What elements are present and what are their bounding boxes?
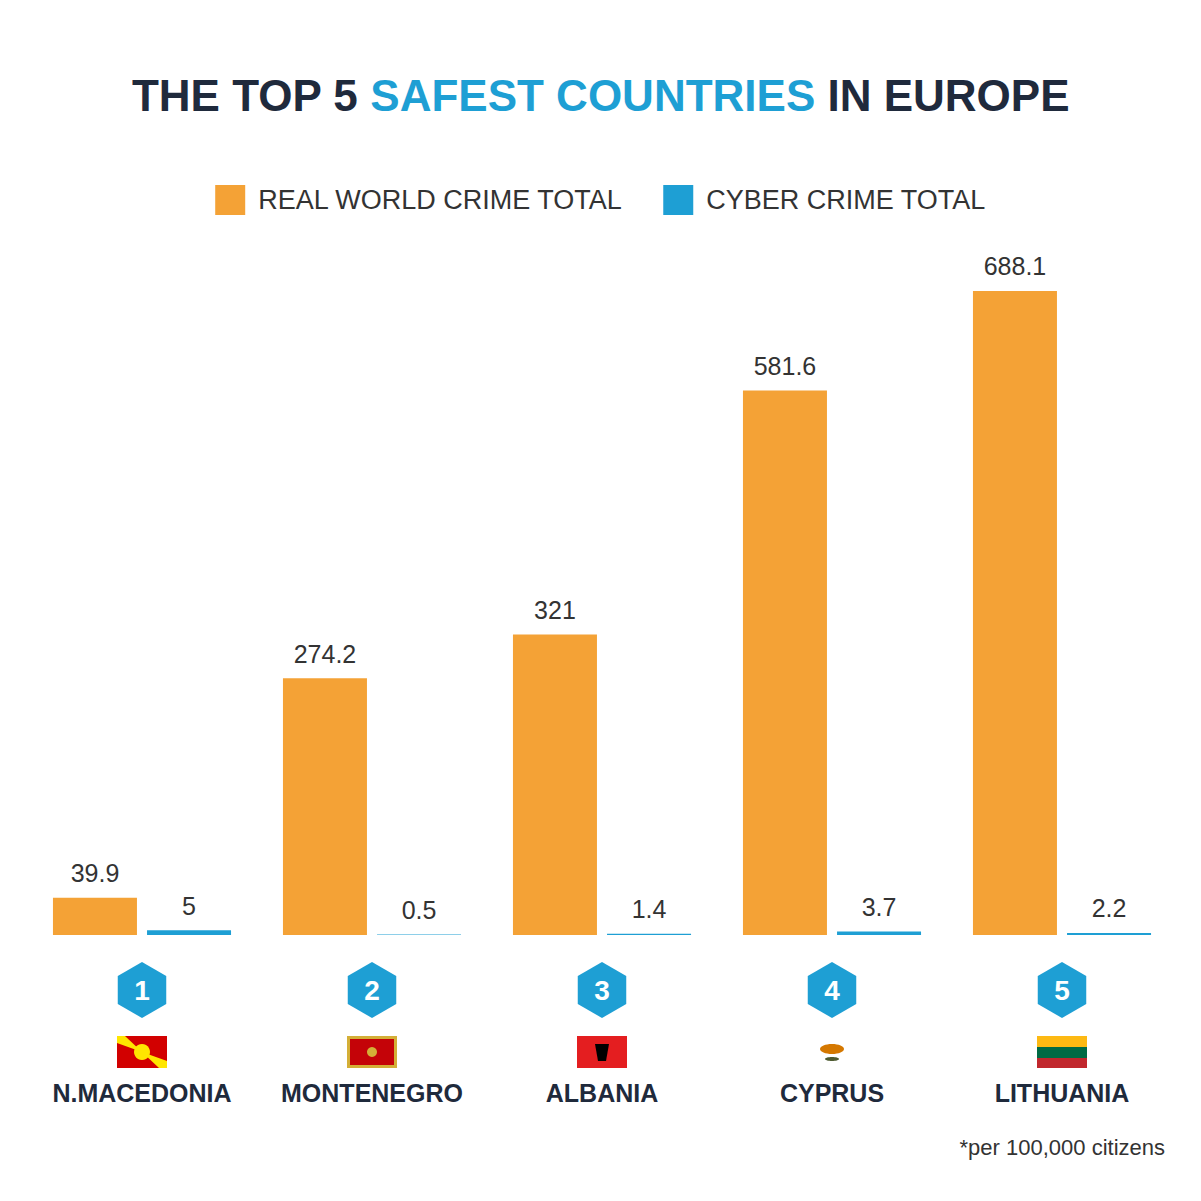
- svg-text:0.5: 0.5: [402, 896, 437, 924]
- svg-text:CYPRUS: CYPRUS: [780, 1079, 884, 1107]
- svg-text:N.MACEDONIA: N.MACEDONIA: [52, 1079, 231, 1107]
- svg-text:3: 3: [594, 975, 610, 1006]
- svg-text:321: 321: [534, 596, 576, 624]
- svg-text:1.4: 1.4: [632, 895, 667, 923]
- svg-text:LITHUANIA: LITHUANIA: [995, 1079, 1130, 1107]
- svg-text:274.2: 274.2: [294, 640, 357, 668]
- svg-text:SAFEST COUNTRIES: SAFEST COUNTRIES: [370, 71, 815, 120]
- svg-text:688.1: 688.1: [984, 252, 1047, 280]
- svg-text:*per 100,000 citizens: *per 100,000 citizens: [960, 1135, 1165, 1160]
- svg-text:REAL WORLD CRIME TOTAL: REAL WORLD CRIME TOTAL: [258, 185, 622, 215]
- svg-text:1: 1: [134, 975, 150, 1006]
- svg-text:2: 2: [364, 975, 380, 1006]
- svg-text:3.7: 3.7: [862, 893, 897, 921]
- svg-text:5: 5: [182, 892, 196, 920]
- svg-text:CYBER CRIME TOTAL: CYBER CRIME TOTAL: [706, 185, 985, 215]
- svg-text:MONTENEGRO: MONTENEGRO: [281, 1079, 463, 1107]
- svg-text:39.9: 39.9: [71, 859, 120, 887]
- svg-text:THE TOP 5: THE TOP 5: [132, 71, 370, 120]
- svg-text:IN EUROPE: IN EUROPE: [815, 71, 1069, 120]
- svg-text:5: 5: [1054, 975, 1070, 1006]
- svg-text:2.2: 2.2: [1092, 894, 1127, 922]
- svg-text:4: 4: [824, 975, 840, 1006]
- svg-text:ALBANIA: ALBANIA: [546, 1079, 659, 1107]
- svg-text:581.6: 581.6: [754, 352, 817, 380]
